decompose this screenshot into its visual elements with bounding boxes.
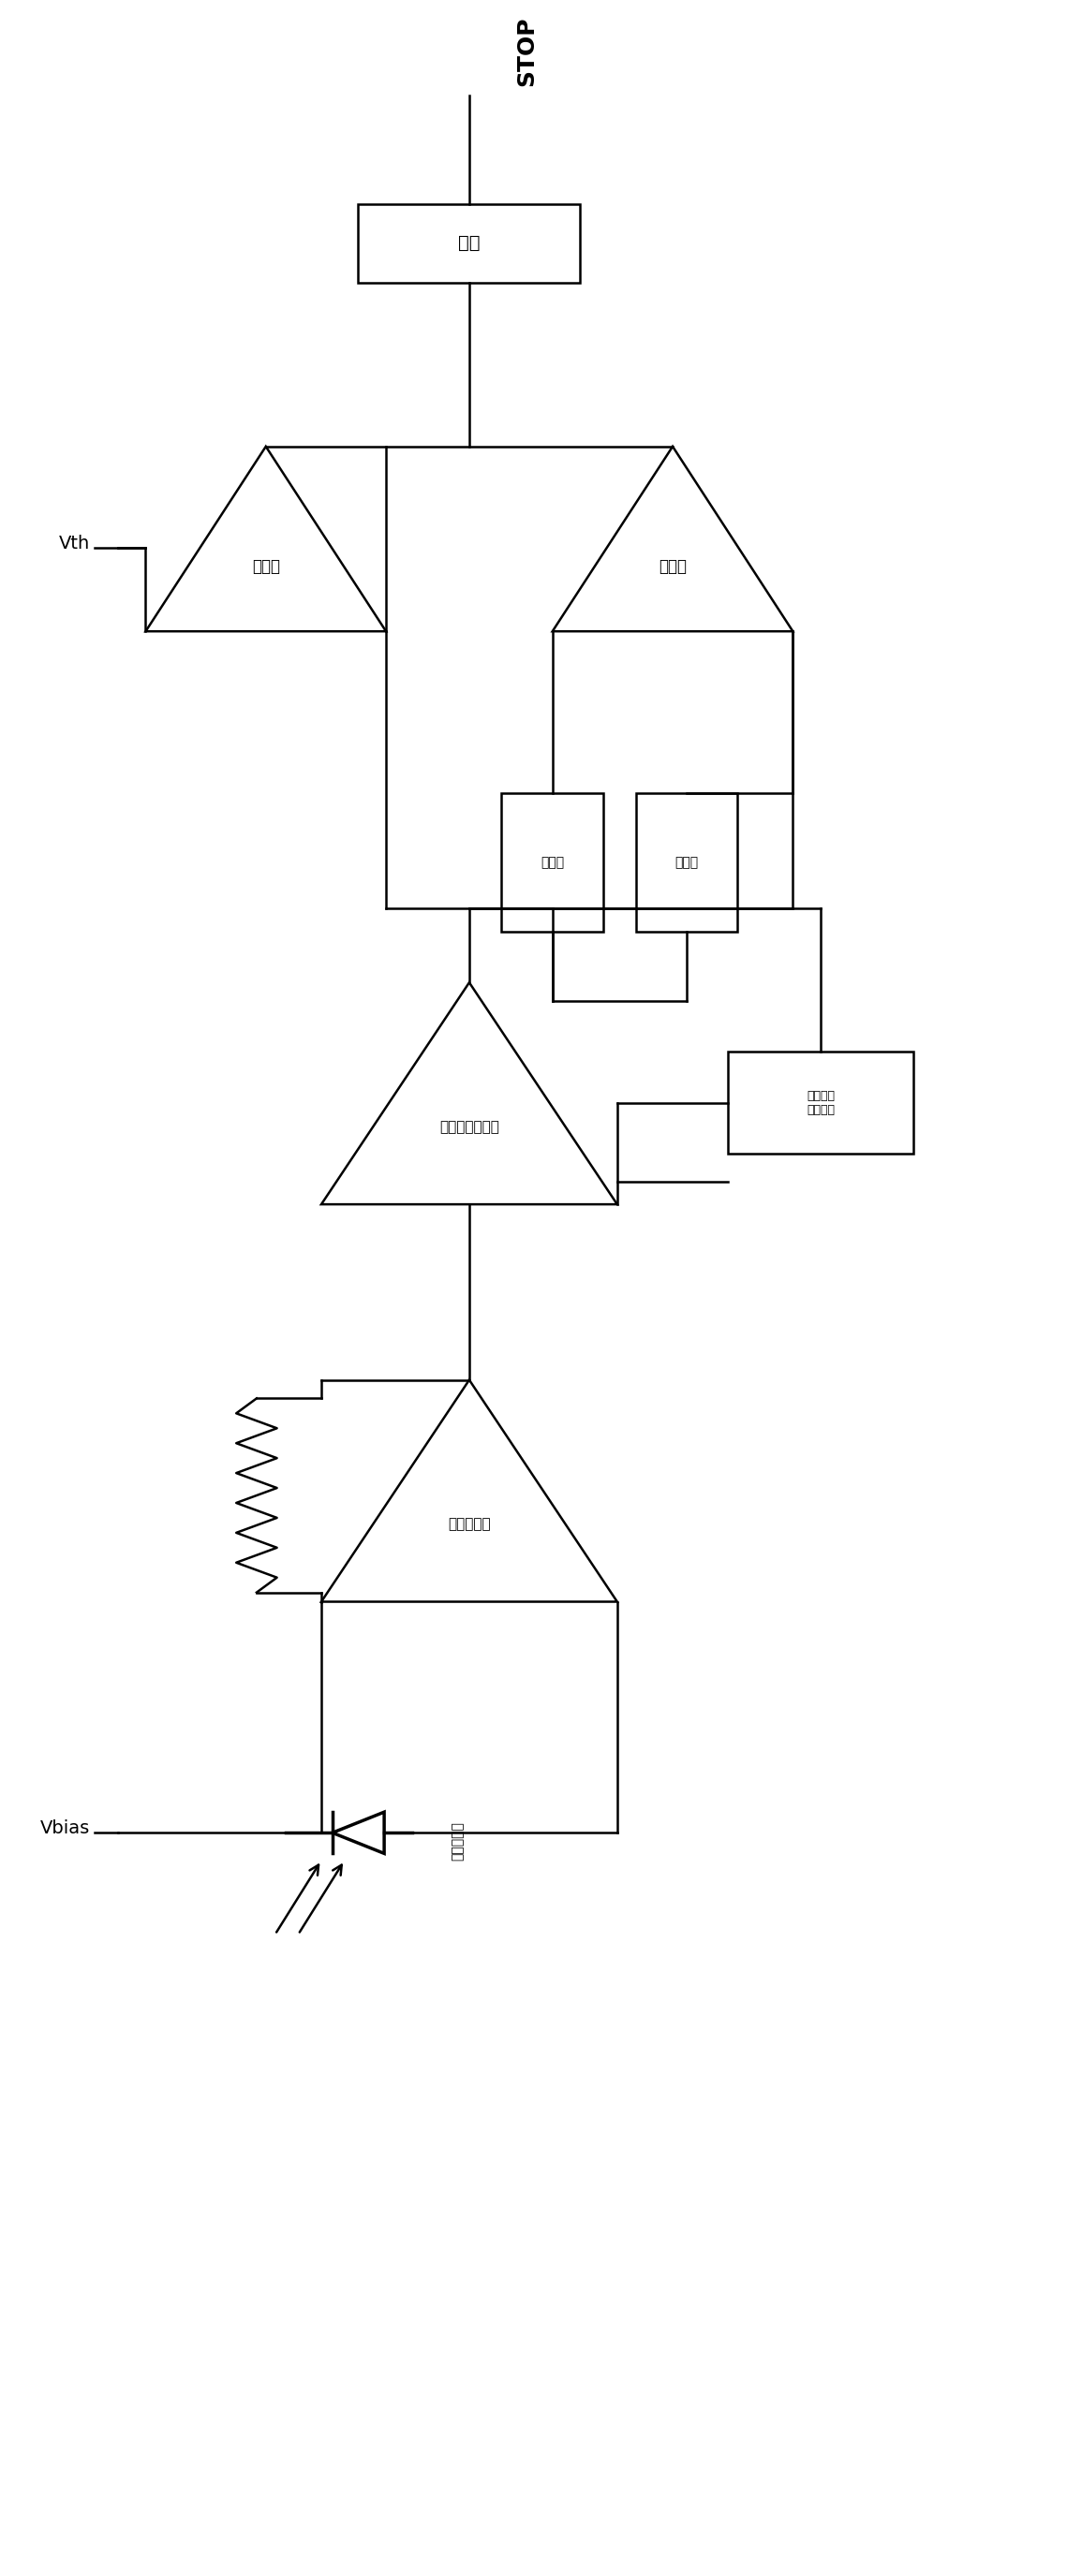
Bar (636, 793, 737, 933)
Text: 可变增益放大器: 可变增益放大器 (440, 1121, 499, 1133)
Bar (359, 204, 580, 283)
Text: 跨阻放大器: 跨阻放大器 (448, 1517, 491, 1530)
Text: 比较器: 比较器 (252, 559, 280, 574)
Text: STOP: STOP (515, 15, 538, 85)
Text: 光电二极管: 光电二极管 (450, 1821, 464, 1860)
Text: 自动增益
控制电路: 自动增益 控制电路 (807, 1090, 834, 1115)
Text: Vbias: Vbias (41, 1819, 91, 1837)
Text: Vth: Vth (59, 536, 91, 551)
Text: 延时器: 延时器 (541, 855, 564, 868)
Text: 比较器: 比较器 (658, 559, 687, 574)
Text: 与门: 与门 (458, 234, 480, 252)
Bar (501, 793, 603, 933)
Text: 衰减器: 衰减器 (674, 855, 698, 868)
Bar (728, 1051, 913, 1154)
